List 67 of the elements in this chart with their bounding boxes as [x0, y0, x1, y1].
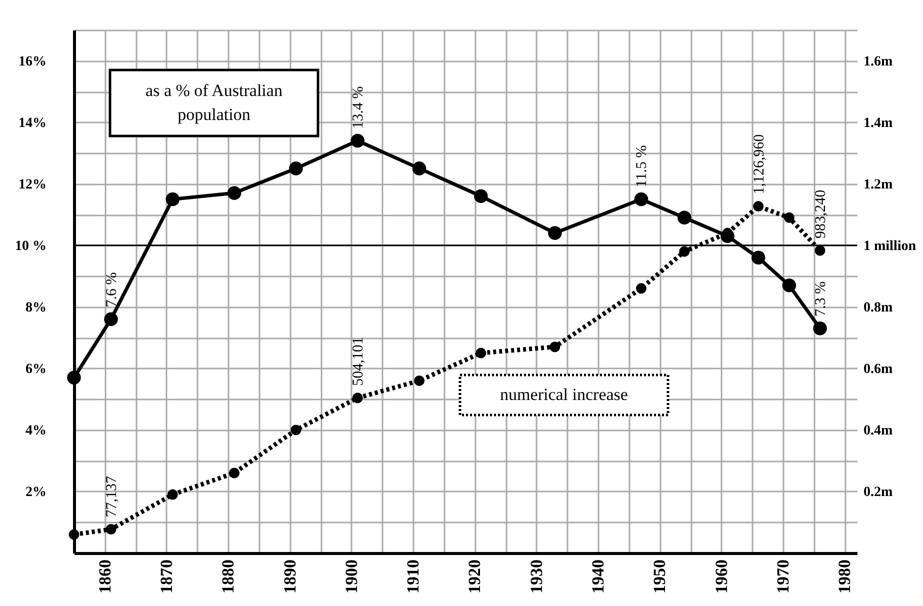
- x-tick-label: 1920: [465, 560, 484, 594]
- point: [634, 192, 648, 206]
- y2-tick-label: 1 million: [864, 238, 916, 254]
- y2-tick-label: 0.8m: [864, 300, 893, 316]
- point: [751, 250, 766, 265]
- text: as a % of Australian population: [146, 81, 283, 124]
- point: [289, 162, 303, 176]
- point: [167, 489, 178, 500]
- point: [414, 375, 425, 386]
- y2-tick-label: 1.2m: [864, 177, 893, 192]
- y-tick-label: 4%: [26, 423, 46, 438]
- point: [104, 312, 118, 326]
- x-tick-label: 1870: [156, 560, 176, 594]
- data-label: 983,240: [813, 190, 830, 239]
- x-tick-label: 1880: [218, 560, 238, 594]
- x-tick-label: 1980: [835, 560, 854, 594]
- y-tick-label: 10 %: [15, 238, 46, 254]
- point: [474, 189, 488, 204]
- point: [782, 278, 796, 292]
- point: [814, 245, 826, 256]
- y-tick-label: 2%: [26, 484, 46, 500]
- y2-tick-label: 1.6m: [864, 54, 893, 70]
- x-tick-label: 1900: [342, 560, 361, 594]
- y-tick-label: 14%: [18, 116, 46, 131]
- point: [476, 348, 486, 358]
- point: [227, 186, 242, 200]
- point: [350, 134, 364, 148]
- point: [290, 424, 302, 436]
- data-label: 13.4 %: [350, 86, 367, 129]
- point: [352, 392, 363, 404]
- data-label: 11.5 %: [634, 145, 650, 188]
- data-label: 77,137: [104, 476, 120, 518]
- point: [68, 529, 80, 540]
- point: [166, 192, 180, 206]
- point: [67, 370, 81, 385]
- point: [636, 283, 646, 294]
- y2-tick-label: 1.4m: [864, 116, 893, 131]
- x-tick-label: 1910: [404, 560, 423, 594]
- point: [784, 212, 794, 223]
- point: [548, 226, 562, 240]
- y-tick-label: 8%: [26, 300, 46, 316]
- y2-tick-label: 0.6m: [864, 362, 893, 377]
- y-tick-label: 16%: [18, 54, 46, 70]
- x-tick-label: 1950: [650, 560, 670, 594]
- y-tick-label: 6%: [26, 362, 46, 377]
- point: [412, 162, 426, 176]
- data-label: 1,126,960: [751, 134, 768, 194]
- x-tick-label: 1960: [712, 560, 731, 594]
- x-tick-label: 1860: [95, 560, 114, 594]
- x-tick-label: 1930: [526, 560, 546, 594]
- y2-tick-label: 0.2m: [864, 484, 893, 500]
- point: [229, 468, 240, 478]
- point: [677, 210, 692, 225]
- point: [106, 524, 116, 535]
- y2-tick-label: 0.4m: [864, 423, 893, 438]
- data-label: 504,101: [350, 337, 367, 386]
- point: [753, 201, 764, 212]
- x-tick-label: 1940: [588, 560, 608, 594]
- data-label: 7.6 %: [104, 272, 120, 308]
- point: [550, 342, 560, 352]
- x-tick-label: 1970: [774, 560, 793, 594]
- point: [679, 246, 690, 257]
- series-label: numerical increase: [500, 385, 628, 404]
- data-label: 7.3 %: [813, 281, 830, 316]
- x-tick-label: 1890: [280, 560, 300, 594]
- point: [813, 322, 827, 336]
- y-tick-label: 12%: [18, 177, 46, 192]
